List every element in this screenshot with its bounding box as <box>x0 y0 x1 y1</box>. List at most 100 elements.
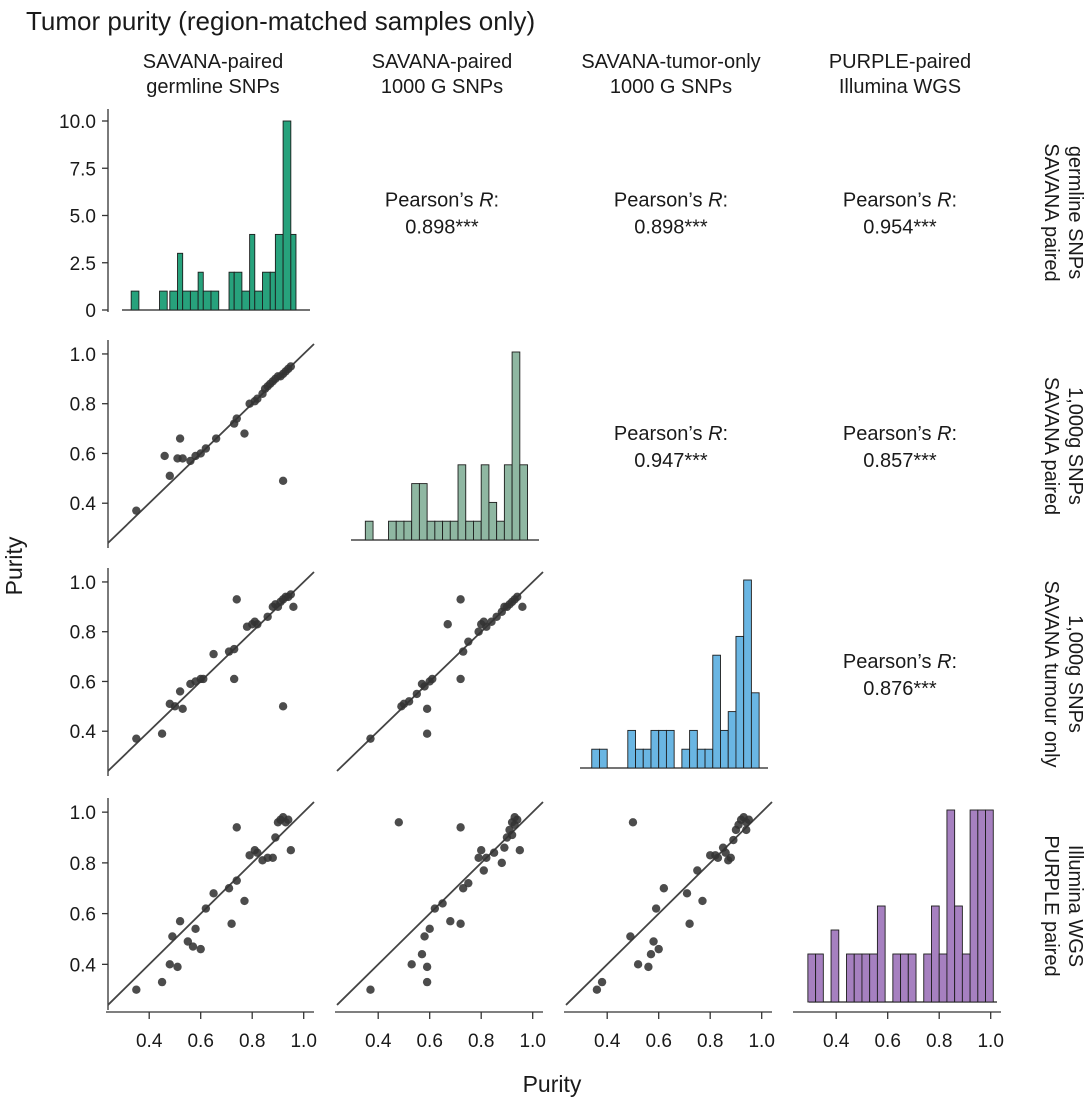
histogram-bar <box>750 692 760 769</box>
scatter-point <box>209 649 218 659</box>
scatter-point <box>597 977 607 987</box>
scatter-point <box>173 962 182 972</box>
histogram-bar <box>704 748 714 769</box>
histogram-bar <box>681 748 691 769</box>
scatter-point <box>729 835 738 845</box>
scatter-point <box>188 942 198 951</box>
histogram-bar <box>274 233 284 311</box>
scatter-point <box>430 904 440 913</box>
histogram-bar <box>511 351 521 541</box>
scatter-point <box>422 962 432 972</box>
scatter-point <box>412 689 422 699</box>
y-tick-label: 1.0 <box>70 573 96 594</box>
scatter-point <box>428 674 437 684</box>
x-tick-label: 1.0 <box>519 1031 545 1052</box>
scatter-point <box>289 602 298 612</box>
scatter-panel <box>107 343 315 544</box>
column-header-line: 1000 G SNPs <box>381 76 503 98</box>
y-tick-label: 7.5 <box>70 159 96 180</box>
scatter-point <box>209 889 218 898</box>
histogram-bar <box>249 233 256 311</box>
histogram-bar <box>457 464 467 541</box>
scatter-point <box>227 919 236 928</box>
scatter-point <box>232 414 241 423</box>
x-tick-label: 0.8 <box>468 1031 494 1052</box>
scatter-point <box>271 833 280 842</box>
histogram-bar <box>197 271 204 311</box>
histogram-bar <box>189 290 199 311</box>
histogram-bar <box>743 579 752 769</box>
histogram-bar <box>735 635 745 769</box>
scatter-point <box>224 884 234 893</box>
scatter-point <box>420 932 429 941</box>
histogram-bar <box>177 252 184 311</box>
y-tick-label: 5.0 <box>70 207 96 228</box>
scatter-point <box>693 866 702 875</box>
column-headers: SAVANA-paired germline SNPs SAVANA-paired 1… <box>143 51 971 98</box>
scatter-point <box>286 362 296 371</box>
scatter-point <box>132 734 141 743</box>
scatter-point <box>500 843 509 852</box>
scatter-panel <box>107 571 315 772</box>
histogram-bar <box>599 748 608 769</box>
scatter-point <box>422 704 432 714</box>
histogram-bar <box>712 654 721 769</box>
identity-line <box>107 801 315 1006</box>
scatter-point <box>464 878 473 888</box>
y-tick-label: 0.6 <box>70 905 96 926</box>
scatter-point <box>284 815 293 824</box>
histogram-bar <box>233 271 243 311</box>
y-axis-label: Purity <box>1 536 27 595</box>
histogram-bar <box>473 520 482 541</box>
row-label: SAVANA paired germline SNPs <box>1040 143 1084 281</box>
scatter-point <box>165 471 174 481</box>
pearson-value: 0.954*** <box>863 217 937 239</box>
scatter-point <box>178 454 187 463</box>
histogram-bar <box>182 290 191 311</box>
scatter-point <box>443 620 452 629</box>
scatter-point <box>659 884 669 893</box>
scatter-point <box>515 845 525 855</box>
y-tick-label: 0.6 <box>70 444 96 465</box>
column-header-line: 1000 G SNPs <box>610 76 732 98</box>
pearson-label: Pearson’s R: <box>843 190 957 212</box>
scatter-point <box>744 815 754 824</box>
scatter-point <box>507 830 517 840</box>
row-label-line: SAVANA paired <box>1040 377 1062 515</box>
figure-title: Tumor purity (region-matched samples onl… <box>26 6 535 36</box>
scatter-point <box>240 429 249 438</box>
x-tick-label: 1.0 <box>748 1031 774 1052</box>
histogram-bar <box>503 464 513 541</box>
histogram-bar <box>696 748 706 769</box>
scatter-point <box>628 818 638 827</box>
column-header-line: SAVANA-paired <box>372 51 512 73</box>
row-label-line: 1,000g SNPs <box>1064 387 1084 505</box>
histogram-bar <box>961 953 971 1003</box>
scatter-panel <box>336 571 544 772</box>
histogram-bar <box>727 711 737 769</box>
scatter-point <box>240 896 249 906</box>
y-tick-label: 0.6 <box>70 672 96 693</box>
scatter-point <box>286 845 296 855</box>
scatter-point <box>366 734 375 743</box>
scatter-point <box>456 674 465 684</box>
pearson-label: Pearson’s R: <box>385 190 499 212</box>
histogram-bar <box>658 729 667 769</box>
pearson-value: 0.857*** <box>863 450 937 472</box>
scatter-point <box>183 937 193 946</box>
scatter-point <box>713 853 723 863</box>
column-header-line: Illumina WGS <box>839 76 961 98</box>
x-tick-label: 0.8 <box>697 1031 723 1052</box>
scatter-point <box>229 644 239 654</box>
scatter-point <box>201 904 211 913</box>
scatter-point <box>685 919 694 928</box>
scatter-point <box>482 853 491 863</box>
histogram-bar <box>159 290 168 311</box>
histogram-bar <box>426 520 436 541</box>
x-tick-label: 0.8 <box>926 1031 952 1052</box>
y-tick-label: 10.0 <box>59 112 96 133</box>
row-labels: SAVANA paired germline SNPs SAVANA paired 1… <box>1040 143 1084 976</box>
scatter-point <box>175 917 185 926</box>
histogram-bar <box>985 809 994 1003</box>
histogram-bar <box>496 520 505 541</box>
